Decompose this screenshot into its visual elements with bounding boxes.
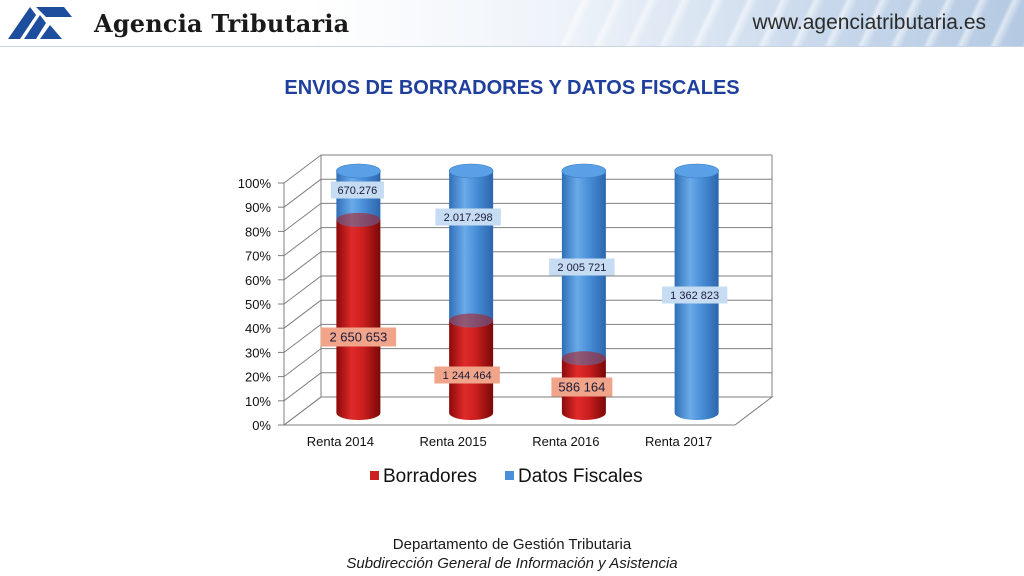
data-label-borradores-bg bbox=[320, 327, 397, 347]
agency-name: Agencia Tributaria bbox=[94, 9, 350, 38]
legend-label: Datos Fiscales bbox=[518, 466, 643, 487]
legend-swatch bbox=[370, 471, 379, 480]
website-url[interactable]: www.agenciatributaria.es bbox=[752, 11, 986, 34]
y-tick-label: 80% bbox=[245, 224, 271, 239]
gridline-side bbox=[283, 372, 322, 402]
y-tick-label: 90% bbox=[245, 200, 271, 215]
x-category-label: Renta 2017 bbox=[645, 434, 712, 449]
bar-top-cap bbox=[336, 163, 381, 179]
y-tick-label: 70% bbox=[245, 249, 271, 264]
gridline-side bbox=[283, 203, 322, 232]
data-label-borradores: 1 244 464 bbox=[434, 366, 500, 384]
data-label-borradores: 586 164 bbox=[551, 377, 613, 397]
bar-top-cap bbox=[561, 163, 607, 179]
data-label-datos-fiscales: 2 005 721 bbox=[549, 258, 615, 276]
chart-floor bbox=[282, 396, 774, 426]
legend-swatch bbox=[505, 471, 514, 480]
data-label-datos-fiscales-bg bbox=[549, 258, 615, 276]
y-tick-label: 30% bbox=[245, 345, 271, 360]
agency-logo-icon bbox=[8, 7, 72, 39]
gridline-side bbox=[283, 275, 322, 305]
y-tick-label: 10% bbox=[245, 394, 271, 409]
x-category-label: Renta 2016 bbox=[532, 434, 599, 449]
data-label-datos-fiscales-bg bbox=[435, 208, 501, 226]
bar-datos-fiscales bbox=[449, 171, 494, 328]
footer-subdirectorate: Subdirección General de Información y As… bbox=[346, 555, 678, 572]
data-label-borradores-text: 2 650 653 bbox=[329, 330, 387, 345]
gridline-side bbox=[283, 178, 322, 208]
data-label-datos-fiscales-bg bbox=[330, 181, 384, 199]
bar-top-cap bbox=[674, 163, 719, 179]
y-tick-label: 50% bbox=[245, 297, 271, 312]
y-tick-label: 0% bbox=[252, 418, 271, 433]
y-tick-label: 40% bbox=[245, 321, 271, 336]
gridline-side bbox=[283, 299, 322, 329]
header-banner: Agencia Tributaria www.agenciatributaria… bbox=[0, 0, 1024, 47]
gridline-side bbox=[283, 324, 322, 353]
segment-join bbox=[449, 313, 494, 328]
gridline-side bbox=[283, 348, 322, 377]
data-label-datos-fiscales-text: 670.276 bbox=[337, 185, 377, 197]
y-tick-label: 20% bbox=[245, 370, 271, 385]
data-label-datos-fiscales-text: 1 362 823 bbox=[670, 290, 719, 302]
data-label-borradores-text: 586 164 bbox=[558, 380, 605, 395]
gridline-side bbox=[283, 154, 322, 184]
x-category-label: Renta 2015 bbox=[420, 434, 487, 449]
data-label-datos-fiscales: 670.276 bbox=[330, 181, 384, 199]
chart-title: ENVIOS DE BORRADORES Y DATOS FISCALES bbox=[284, 77, 740, 99]
y-tick-label: 60% bbox=[245, 273, 271, 288]
header-decoration bbox=[560, 0, 1024, 46]
data-label-borradores-bg bbox=[551, 377, 613, 397]
y-tick-label: 100% bbox=[238, 176, 272, 191]
bar-borradores bbox=[336, 219, 381, 421]
data-label-borradores-bg bbox=[434, 366, 500, 384]
bar-top-cap bbox=[448, 163, 494, 179]
data-label-datos-fiscales: 1 362 823 bbox=[661, 286, 728, 304]
legend-label: Borradores bbox=[383, 466, 477, 487]
data-label-borradores: 2 650 653 bbox=[320, 327, 397, 347]
data-label-borradores-text: 1 244 464 bbox=[443, 370, 492, 382]
data-label-datos-fiscales: 2.017.298 bbox=[435, 208, 501, 226]
segment-join bbox=[561, 351, 606, 366]
data-label-datos-fiscales-bg bbox=[661, 286, 728, 304]
gridline-side bbox=[283, 251, 322, 281]
gridline-side bbox=[283, 227, 322, 256]
footer-department: Departamento de Gestión Tributaria bbox=[392, 536, 632, 553]
x-category-label: Renta 2014 bbox=[307, 434, 374, 449]
data-label-datos-fiscales-text: 2 005 721 bbox=[557, 262, 606, 274]
data-label-datos-fiscales-text: 2.017.298 bbox=[444, 212, 493, 224]
segment-join bbox=[336, 212, 381, 227]
